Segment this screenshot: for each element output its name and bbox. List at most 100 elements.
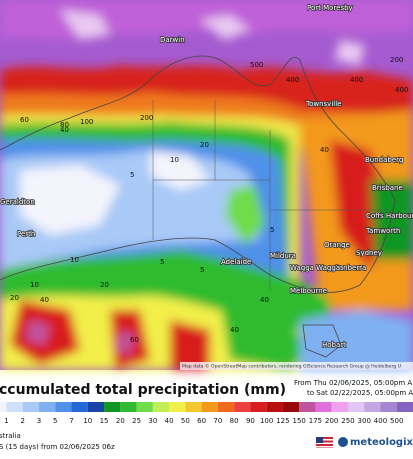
contour-label: 40 bbox=[40, 296, 49, 304]
contour-label: 80 bbox=[60, 121, 69, 129]
legend-swatch bbox=[380, 402, 397, 412]
logo bbox=[338, 437, 348, 447]
city-label: Coffs Harbour bbox=[366, 212, 413, 220]
contour-label: 400 bbox=[350, 76, 363, 84]
contour-label: 200 bbox=[390, 56, 403, 64]
contour-label: 10 bbox=[70, 256, 79, 264]
legend-label: 175 bbox=[309, 417, 322, 425]
city-label: Melbourne bbox=[290, 287, 327, 295]
legend-label: 60 bbox=[197, 417, 206, 425]
legend-label: 125 bbox=[276, 417, 289, 425]
map-title: ccumulated total precipitation (mm) bbox=[0, 382, 286, 398]
legend-swatch bbox=[6, 402, 23, 412]
legend-swatch bbox=[71, 402, 88, 412]
contour-label: 60 bbox=[20, 116, 29, 124]
attribution: Map data © OpenStreetMap contributors, r… bbox=[182, 363, 401, 370]
contour-label: 400 bbox=[395, 86, 408, 94]
contour-label: 40 bbox=[230, 326, 239, 334]
city-label: Wagga Wagga bbox=[290, 264, 340, 272]
city-label: Geraldton bbox=[0, 198, 35, 206]
city-label: Hobart bbox=[322, 341, 346, 349]
legend-label: 20 bbox=[116, 417, 125, 425]
legend-swatch bbox=[266, 402, 283, 412]
legend-swatch bbox=[364, 402, 381, 412]
legend-swatch bbox=[299, 402, 316, 412]
legend-swatch bbox=[234, 402, 251, 412]
legend-swatch bbox=[396, 402, 413, 412]
city-label: Bundaberg bbox=[365, 156, 403, 164]
legend-swatch bbox=[315, 402, 332, 412]
city-label: Canberra bbox=[334, 264, 366, 272]
contour-label: 400 bbox=[286, 76, 299, 84]
legend-label: 50 bbox=[181, 417, 190, 425]
city-label: Mildura bbox=[270, 252, 296, 260]
contour-label: 60 bbox=[130, 336, 139, 344]
legend-swatch bbox=[217, 402, 235, 412]
legend-swatch bbox=[331, 402, 348, 412]
contour-label: 20 bbox=[10, 294, 19, 302]
legend-swatch bbox=[55, 402, 72, 412]
legend-swatch bbox=[201, 402, 218, 412]
legend-label: 40 bbox=[165, 417, 174, 425]
city-label: Darwin bbox=[160, 36, 185, 44]
legend-swatch bbox=[152, 402, 170, 412]
contour-label: 5 bbox=[160, 258, 164, 266]
legend-label: 10 bbox=[83, 417, 92, 425]
legend-label: 100 bbox=[260, 417, 273, 425]
legend-swatch bbox=[250, 402, 267, 412]
contour-label: 5 bbox=[270, 226, 274, 234]
legend-swatch bbox=[0, 402, 7, 412]
legend-label: 80 bbox=[230, 417, 239, 425]
city-label: Port Moresby bbox=[307, 4, 353, 12]
legend-label: 25 bbox=[132, 417, 141, 425]
city-label: Orange bbox=[324, 241, 350, 249]
period-from: From Thu 02/06/2025, 05:00pm A bbox=[294, 379, 412, 387]
legend: 1 2 3 5 7 10 15 20 25 30 40 50 60 70 80 90 100 125 150 175 2… bbox=[0, 402, 413, 425]
legend-label: 400 bbox=[374, 417, 387, 425]
contour-label: 40 bbox=[260, 296, 269, 304]
city-label: Tamworth bbox=[365, 227, 400, 235]
legend-label: 1 bbox=[4, 417, 8, 425]
legend-label: 500 bbox=[390, 417, 403, 425]
contour-label: 10 bbox=[30, 281, 39, 289]
model-run: S (15 days) from 02/06/2025 06z bbox=[0, 443, 115, 451]
legend-label: 250 bbox=[341, 417, 354, 425]
legend-swatch bbox=[104, 402, 121, 412]
legend-label: 90 bbox=[246, 417, 255, 425]
legend-label: 70 bbox=[213, 417, 222, 425]
contour-label: 40 bbox=[320, 146, 329, 154]
contour-label: 20 bbox=[100, 281, 109, 289]
map bbox=[0, 0, 413, 370]
city-label: Townsville bbox=[305, 100, 341, 108]
legend-label: 150 bbox=[292, 417, 305, 425]
legend-label: 3 bbox=[37, 417, 41, 425]
region: stralia bbox=[0, 432, 21, 440]
legend-swatch bbox=[136, 402, 153, 412]
city-label: Brisbane bbox=[372, 184, 403, 192]
contour-label: 100 bbox=[80, 118, 93, 126]
city-label: Perth bbox=[17, 230, 35, 238]
legend-label: 300 bbox=[358, 417, 371, 425]
legend-swatch bbox=[282, 402, 300, 412]
period-to: to Sat 02/22/2025, 05:00pm A bbox=[307, 389, 413, 397]
legend-label: 15 bbox=[100, 417, 109, 425]
brand[interactable]: meteologix.c bbox=[350, 437, 413, 448]
legend-label: 5 bbox=[53, 417, 57, 425]
contour-label: 5 bbox=[200, 266, 204, 274]
contour-label: 10 bbox=[170, 156, 179, 164]
city-label: Adelaide bbox=[221, 258, 251, 266]
legend-swatch bbox=[120, 402, 137, 412]
contour-label: 5 bbox=[130, 171, 134, 179]
legend-swatch bbox=[347, 402, 365, 412]
legend-swatch bbox=[39, 402, 56, 412]
legend-swatch bbox=[22, 402, 40, 412]
legend-swatch bbox=[185, 402, 202, 412]
contour-label: 40 bbox=[60, 126, 69, 134]
legend-label: 2 bbox=[21, 417, 25, 425]
contour-label: 20 bbox=[200, 141, 209, 149]
legend-label: 7 bbox=[69, 417, 73, 425]
city-label: Sydney bbox=[356, 249, 382, 257]
flag bbox=[316, 437, 333, 448]
legend-label: 200 bbox=[325, 417, 338, 425]
